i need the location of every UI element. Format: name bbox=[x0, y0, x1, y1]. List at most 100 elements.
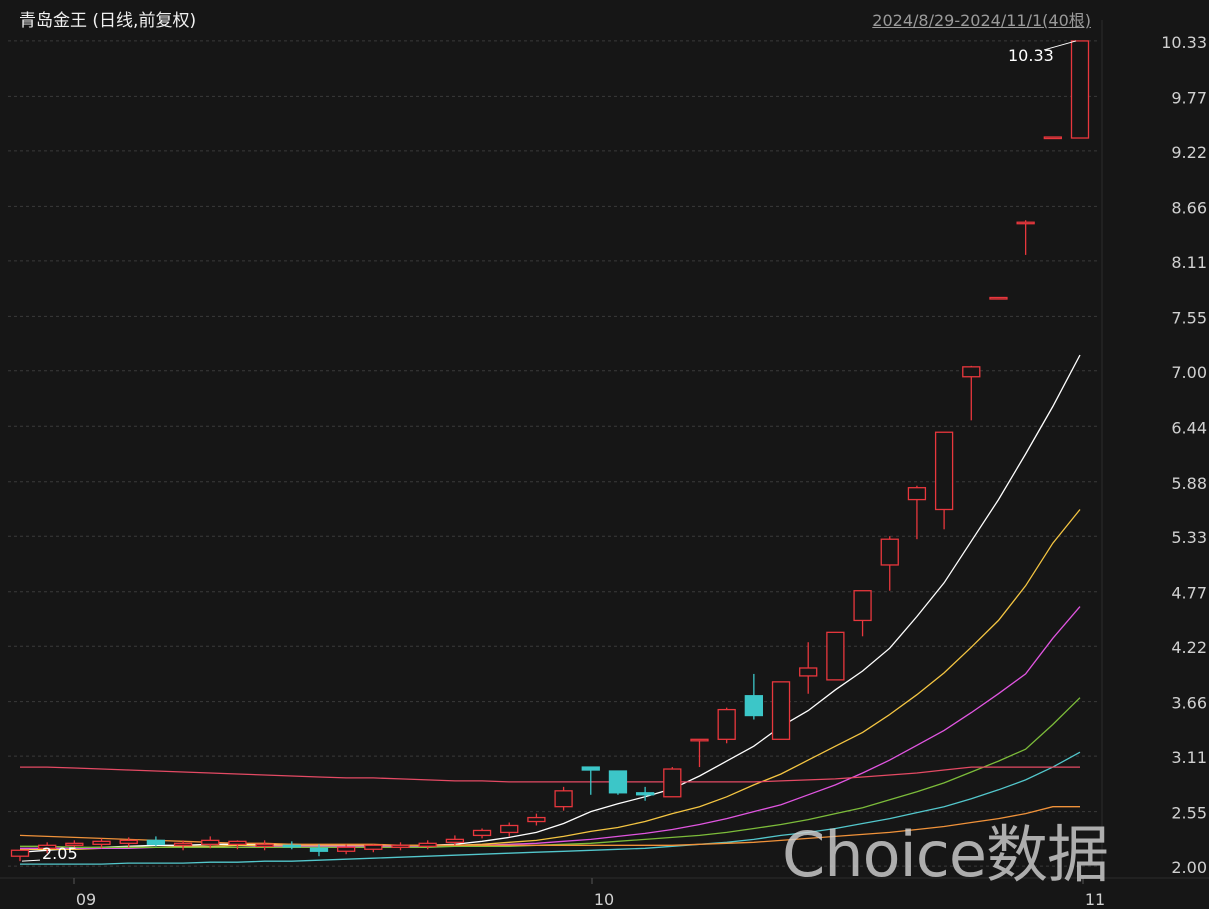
candle bbox=[962, 365, 981, 421]
y-tick-label: 2.00 bbox=[1171, 858, 1207, 877]
candle-body bbox=[853, 590, 872, 622]
annotation-label: 10.33 bbox=[1008, 46, 1054, 65]
annotations: 10.33 2.05 bbox=[21, 40, 1077, 863]
watermark: Choice数据 bbox=[782, 818, 1109, 891]
candle-body bbox=[10, 849, 30, 857]
candle bbox=[934, 431, 954, 530]
candle bbox=[309, 844, 329, 857]
ma-line-7 bbox=[20, 766, 1080, 783]
candle bbox=[907, 485, 927, 540]
y-tick-label: 8.11 bbox=[1171, 253, 1207, 272]
candle-body bbox=[527, 816, 546, 823]
candle-body bbox=[663, 768, 682, 798]
candle-body bbox=[962, 366, 981, 378]
chart-title: 青岛金王 (日线,前复权) bbox=[19, 11, 197, 31]
candle bbox=[201, 836, 220, 849]
annotation-arrow bbox=[21, 859, 41, 862]
candle bbox=[663, 767, 682, 798]
y-tick-label: 9.22 bbox=[1171, 143, 1207, 162]
candle bbox=[771, 681, 791, 740]
candle-body bbox=[228, 840, 247, 845]
candle bbox=[445, 835, 465, 846]
candle-body bbox=[201, 839, 220, 845]
y-tick-label: 3.11 bbox=[1171, 748, 1207, 767]
candle bbox=[853, 590, 872, 637]
candle bbox=[826, 631, 845, 681]
candle bbox=[472, 828, 492, 839]
candle bbox=[527, 813, 546, 826]
candle bbox=[989, 296, 1008, 300]
candle-body bbox=[581, 766, 600, 771]
candle-body bbox=[1016, 221, 1035, 225]
candle-body bbox=[38, 844, 57, 849]
y-tick-label: 6.44 bbox=[1171, 418, 1207, 437]
candle-body bbox=[989, 296, 1008, 300]
grid bbox=[8, 40, 1100, 867]
candle bbox=[337, 844, 356, 855]
ma-line-6 bbox=[19, 806, 1080, 846]
candle bbox=[173, 840, 193, 851]
candle-body bbox=[337, 846, 356, 852]
candle bbox=[799, 642, 818, 694]
candle-body bbox=[472, 829, 492, 837]
candle-body bbox=[907, 487, 927, 501]
candle-body bbox=[146, 839, 166, 845]
y-tick-label: 10.33 bbox=[1161, 33, 1207, 52]
candle bbox=[92, 838, 111, 849]
candle bbox=[119, 837, 138, 848]
y-tick-label: 5.33 bbox=[1171, 528, 1207, 547]
candle bbox=[608, 770, 628, 795]
candle bbox=[418, 840, 437, 850]
ma-line-2 bbox=[20, 509, 1081, 850]
candle bbox=[744, 673, 763, 720]
candle bbox=[10, 849, 30, 862]
candle-body bbox=[554, 790, 573, 808]
candle-body bbox=[1043, 136, 1062, 140]
y-tick-label: 7.55 bbox=[1171, 308, 1207, 327]
ma-line-5 bbox=[20, 751, 1081, 865]
candle-body bbox=[500, 824, 519, 834]
candle bbox=[282, 841, 301, 850]
candle bbox=[1043, 136, 1062, 140]
date-range-link[interactable]: 2024/8/29-2024/11/1(40根) bbox=[872, 11, 1091, 30]
candle bbox=[581, 766, 600, 795]
moving-average-lines bbox=[19, 354, 1081, 865]
candle bbox=[635, 786, 655, 801]
candle-body bbox=[717, 708, 736, 740]
y-tick-label: 9.77 bbox=[1171, 88, 1207, 107]
axes: 10.33 9.77 9.22 8.66 8.11 7.55 7.00 6.44 5.88 5.3… bbox=[0, 20, 1209, 909]
y-tick-label: 7.00 bbox=[1171, 363, 1207, 382]
candle-body bbox=[799, 667, 818, 677]
candle bbox=[38, 842, 57, 854]
candle-body bbox=[1070, 40, 1090, 139]
y-tick-label: 4.22 bbox=[1171, 638, 1207, 657]
candle bbox=[717, 707, 736, 744]
annotation-arrow bbox=[1043, 40, 1077, 51]
candle-body bbox=[418, 842, 437, 847]
candle-body bbox=[255, 843, 274, 847]
candle bbox=[65, 840, 84, 850]
candle-body bbox=[744, 695, 763, 717]
candle-body bbox=[173, 842, 193, 846]
candle-body bbox=[282, 844, 301, 848]
candle-body bbox=[608, 770, 628, 794]
candle-body bbox=[880, 538, 899, 566]
y-tick-label: 3.66 bbox=[1171, 694, 1207, 713]
candle bbox=[1016, 220, 1035, 255]
x-tick-label: 09 bbox=[76, 890, 96, 909]
candle-body bbox=[65, 842, 84, 846]
y-tick-label: 5.88 bbox=[1171, 474, 1207, 493]
candle-body bbox=[690, 738, 709, 742]
x-tick-label: 11 bbox=[1085, 890, 1105, 909]
y-tick-label: 4.77 bbox=[1171, 584, 1207, 603]
candle-body bbox=[309, 847, 329, 852]
candle bbox=[146, 836, 166, 847]
y-tick-label: 8.66 bbox=[1171, 198, 1207, 217]
candle bbox=[554, 786, 573, 811]
candle-body bbox=[771, 681, 791, 740]
y-tick-label: 2.55 bbox=[1171, 804, 1207, 823]
candle bbox=[364, 844, 383, 853]
candle-body bbox=[119, 839, 138, 844]
